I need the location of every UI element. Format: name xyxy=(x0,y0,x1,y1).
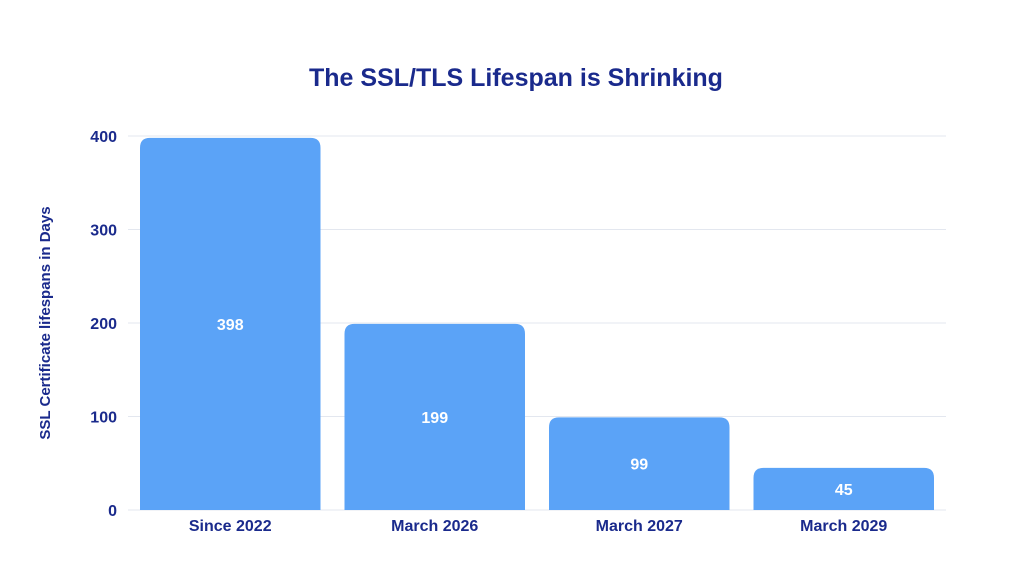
x-category-label: March 2027 xyxy=(596,518,683,535)
bar-value-label: 199 xyxy=(421,410,448,427)
y-tick-label: 100 xyxy=(90,410,117,427)
bar-value-label: 99 xyxy=(630,457,648,474)
y-tick-label: 0 xyxy=(108,503,117,520)
x-category-labels: Since 2022 March 2026 March 2027 March 2029 xyxy=(189,518,888,535)
bar xyxy=(549,417,730,510)
y-tick-labels: 0 100 200 300 400 xyxy=(90,129,117,520)
bar xyxy=(140,137,321,510)
bar-value-labels: 398 199 99 45 xyxy=(217,317,853,499)
bar-value-label: 45 xyxy=(835,482,853,499)
y-tick-label: 400 xyxy=(90,129,117,146)
x-category-label: Since 2022 xyxy=(189,518,272,535)
bars xyxy=(140,137,934,510)
bar-value-label: 398 xyxy=(217,317,244,334)
y-axis-title: SSL Certificate lifespans in Days xyxy=(37,206,54,439)
bar xyxy=(344,323,525,510)
y-tick-label: 300 xyxy=(90,223,117,240)
bar xyxy=(753,467,934,510)
y-tick-label: 200 xyxy=(90,316,117,333)
x-category-label: March 2029 xyxy=(800,518,887,535)
chart-title: The SSL/TLS Lifespan is Shrinking xyxy=(309,64,723,92)
x-category-label: March 2026 xyxy=(391,518,478,535)
